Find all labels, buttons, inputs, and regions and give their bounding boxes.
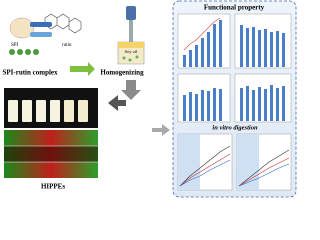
product-title: HIPPEs <box>41 183 65 191</box>
digestion-charts <box>177 133 292 191</box>
molecule-illustration: SPI rutin <box>9 13 82 55</box>
microscopy-images <box>4 130 98 178</box>
step-label: Homogenizing <box>100 69 144 77</box>
arrow <box>152 124 170 136</box>
homogenizer <box>117 6 145 65</box>
emulsion-jars <box>4 88 98 128</box>
arrow <box>121 80 141 100</box>
arrow <box>70 62 95 76</box>
digestion-title: in vitro digestion <box>212 124 258 131</box>
graphical-abstract: SPI rutin SPI-rutin complex Soy oil Homo… <box>2 0 297 198</box>
functional-title: Functional property <box>204 4 265 12</box>
complex-title: SPI-rutin complex <box>2 69 58 77</box>
mini-charts <box>177 13 292 123</box>
page: {"complex": {"title": "SPI-rutin complex… <box>2 0 297 198</box>
label-spi: SPI <box>11 43 19 48</box>
arrow <box>108 95 126 111</box>
oil-label: Soy oil <box>125 49 139 54</box>
label-rutin: rutin <box>62 43 72 48</box>
